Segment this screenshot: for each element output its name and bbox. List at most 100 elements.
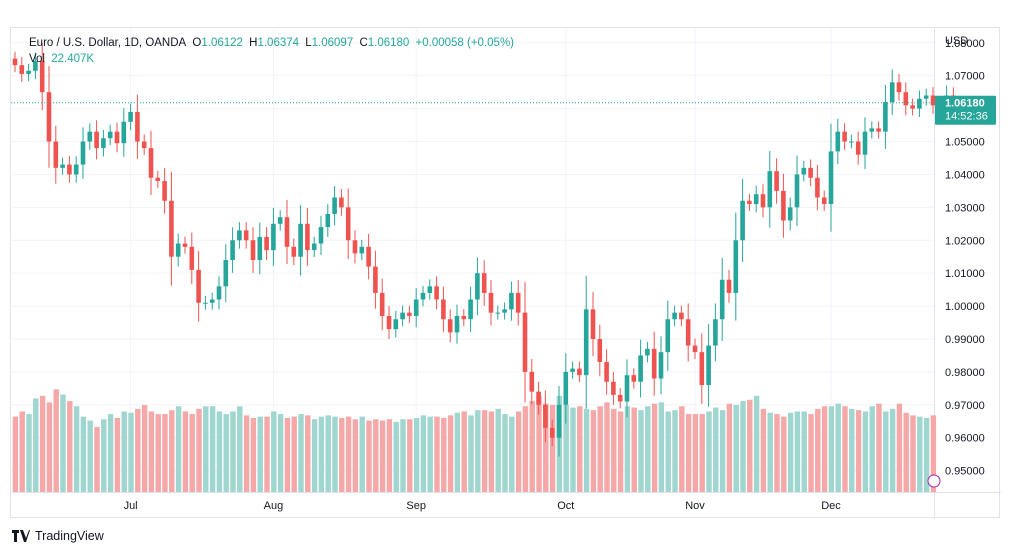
chart-frame: 1.080001.070001.060001.050001.040001.030… bbox=[10, 27, 1001, 519]
volume-bar bbox=[692, 414, 699, 492]
candle-body bbox=[427, 286, 433, 293]
candle-body bbox=[583, 309, 589, 376]
volume-bar bbox=[26, 414, 32, 492]
volume-bar bbox=[597, 406, 603, 492]
candle-body bbox=[842, 131, 847, 142]
volume-bar bbox=[543, 403, 549, 492]
candle-body bbox=[46, 92, 52, 142]
candle-body bbox=[454, 315, 460, 333]
volume-bar bbox=[468, 415, 474, 492]
tradingview-name: TradingView bbox=[35, 529, 104, 543]
candle-body bbox=[808, 167, 813, 178]
volume-bar bbox=[923, 417, 930, 492]
candle-body bbox=[447, 319, 453, 333]
candle-body bbox=[883, 102, 888, 132]
candle-body bbox=[563, 371, 569, 405]
volume-bar bbox=[339, 417, 345, 492]
symbol-title[interactable]: Euro / U.S. Dollar, 1D, OANDA bbox=[29, 37, 187, 49]
volume-bar bbox=[624, 406, 631, 492]
price-tick-label: 0.96000 bbox=[945, 433, 985, 445]
candle-body bbox=[651, 348, 657, 379]
volume-bar bbox=[291, 416, 297, 492]
candle-body bbox=[760, 194, 766, 208]
volume-bar bbox=[434, 416, 440, 492]
candle-body bbox=[325, 213, 331, 228]
candle-body bbox=[536, 391, 541, 405]
candle-body bbox=[876, 128, 881, 132]
candle-body bbox=[543, 404, 548, 428]
candle-body bbox=[379, 292, 385, 316]
candle-body bbox=[488, 292, 494, 313]
candle-body bbox=[821, 197, 827, 205]
candle-body bbox=[747, 200, 752, 205]
volume-label[interactable]: Vol bbox=[29, 53, 45, 65]
candle-body bbox=[12, 58, 18, 66]
candlestick-chart[interactable]: 1.080001.070001.060001.050001.040001.030… bbox=[11, 28, 1001, 519]
candle-body bbox=[366, 246, 371, 267]
candle-body bbox=[60, 164, 65, 168]
volume-bar bbox=[101, 419, 107, 492]
candle-body bbox=[461, 315, 467, 320]
candle-body bbox=[148, 148, 154, 178]
candle-body bbox=[277, 217, 283, 224]
volume-bar bbox=[583, 408, 590, 492]
candle-body bbox=[175, 243, 181, 257]
volume-bar bbox=[903, 412, 909, 492]
candle-body bbox=[645, 348, 650, 356]
volume-bar bbox=[243, 415, 250, 492]
volume-bar bbox=[80, 416, 87, 492]
price-tick-label: 1.04000 bbox=[945, 169, 985, 181]
volume-bar bbox=[842, 406, 848, 492]
volume-bar bbox=[141, 404, 148, 492]
scroll-to-realtime-icon[interactable] bbox=[927, 474, 941, 488]
volume-bar bbox=[264, 416, 270, 492]
candle-body bbox=[243, 230, 249, 241]
volume-bar bbox=[509, 416, 515, 492]
volume-bar bbox=[271, 411, 277, 492]
candle-body bbox=[73, 164, 79, 175]
volume-bar bbox=[373, 419, 379, 492]
tradingview-branding[interactable]: TradingView bbox=[12, 529, 104, 543]
volume-bar bbox=[175, 406, 182, 492]
volume-bar bbox=[189, 414, 195, 492]
volume-bar bbox=[781, 416, 787, 492]
candle-body bbox=[910, 105, 915, 109]
candle-body bbox=[699, 352, 705, 386]
volume-bar bbox=[794, 411, 801, 492]
candle-body bbox=[257, 236, 263, 260]
candle-body bbox=[726, 279, 732, 293]
candle-body bbox=[679, 312, 684, 320]
volume-bar bbox=[203, 406, 209, 492]
candle-body bbox=[549, 427, 555, 438]
volume-bar bbox=[332, 416, 338, 492]
candle-body bbox=[706, 345, 711, 386]
legend-open: O1.06122 bbox=[192, 37, 243, 49]
volume-bar bbox=[135, 408, 141, 492]
candle-body bbox=[658, 352, 664, 379]
candle-body bbox=[903, 92, 909, 106]
volume-bar bbox=[114, 417, 121, 492]
legend-low: L1.06097 bbox=[305, 37, 354, 49]
price-tick-label: 1.05000 bbox=[945, 137, 985, 149]
candle-body bbox=[665, 319, 671, 353]
candle-body bbox=[556, 404, 562, 438]
volume-bar bbox=[536, 395, 542, 492]
volume-bar bbox=[665, 411, 671, 492]
candle-body bbox=[223, 260, 229, 287]
volume-bar bbox=[876, 403, 882, 492]
volume-bar bbox=[216, 411, 223, 492]
legend-symbol-row: Euro / U.S. Dollar, 1D, OANDA O1.06122 H… bbox=[29, 37, 517, 49]
candle-body bbox=[604, 362, 609, 382]
volume-bar bbox=[774, 414, 780, 492]
volume-bar bbox=[148, 411, 155, 492]
candle-body bbox=[400, 312, 405, 320]
volume-bar bbox=[719, 410, 726, 492]
volume-bar bbox=[828, 406, 835, 492]
candle-body bbox=[590, 309, 596, 339]
volume-bar bbox=[733, 404, 739, 492]
volume-bar bbox=[808, 414, 814, 492]
volume-bar bbox=[400, 419, 406, 492]
volume-bar bbox=[651, 403, 658, 492]
volume-bar bbox=[753, 395, 760, 492]
volume-bar bbox=[447, 415, 454, 492]
